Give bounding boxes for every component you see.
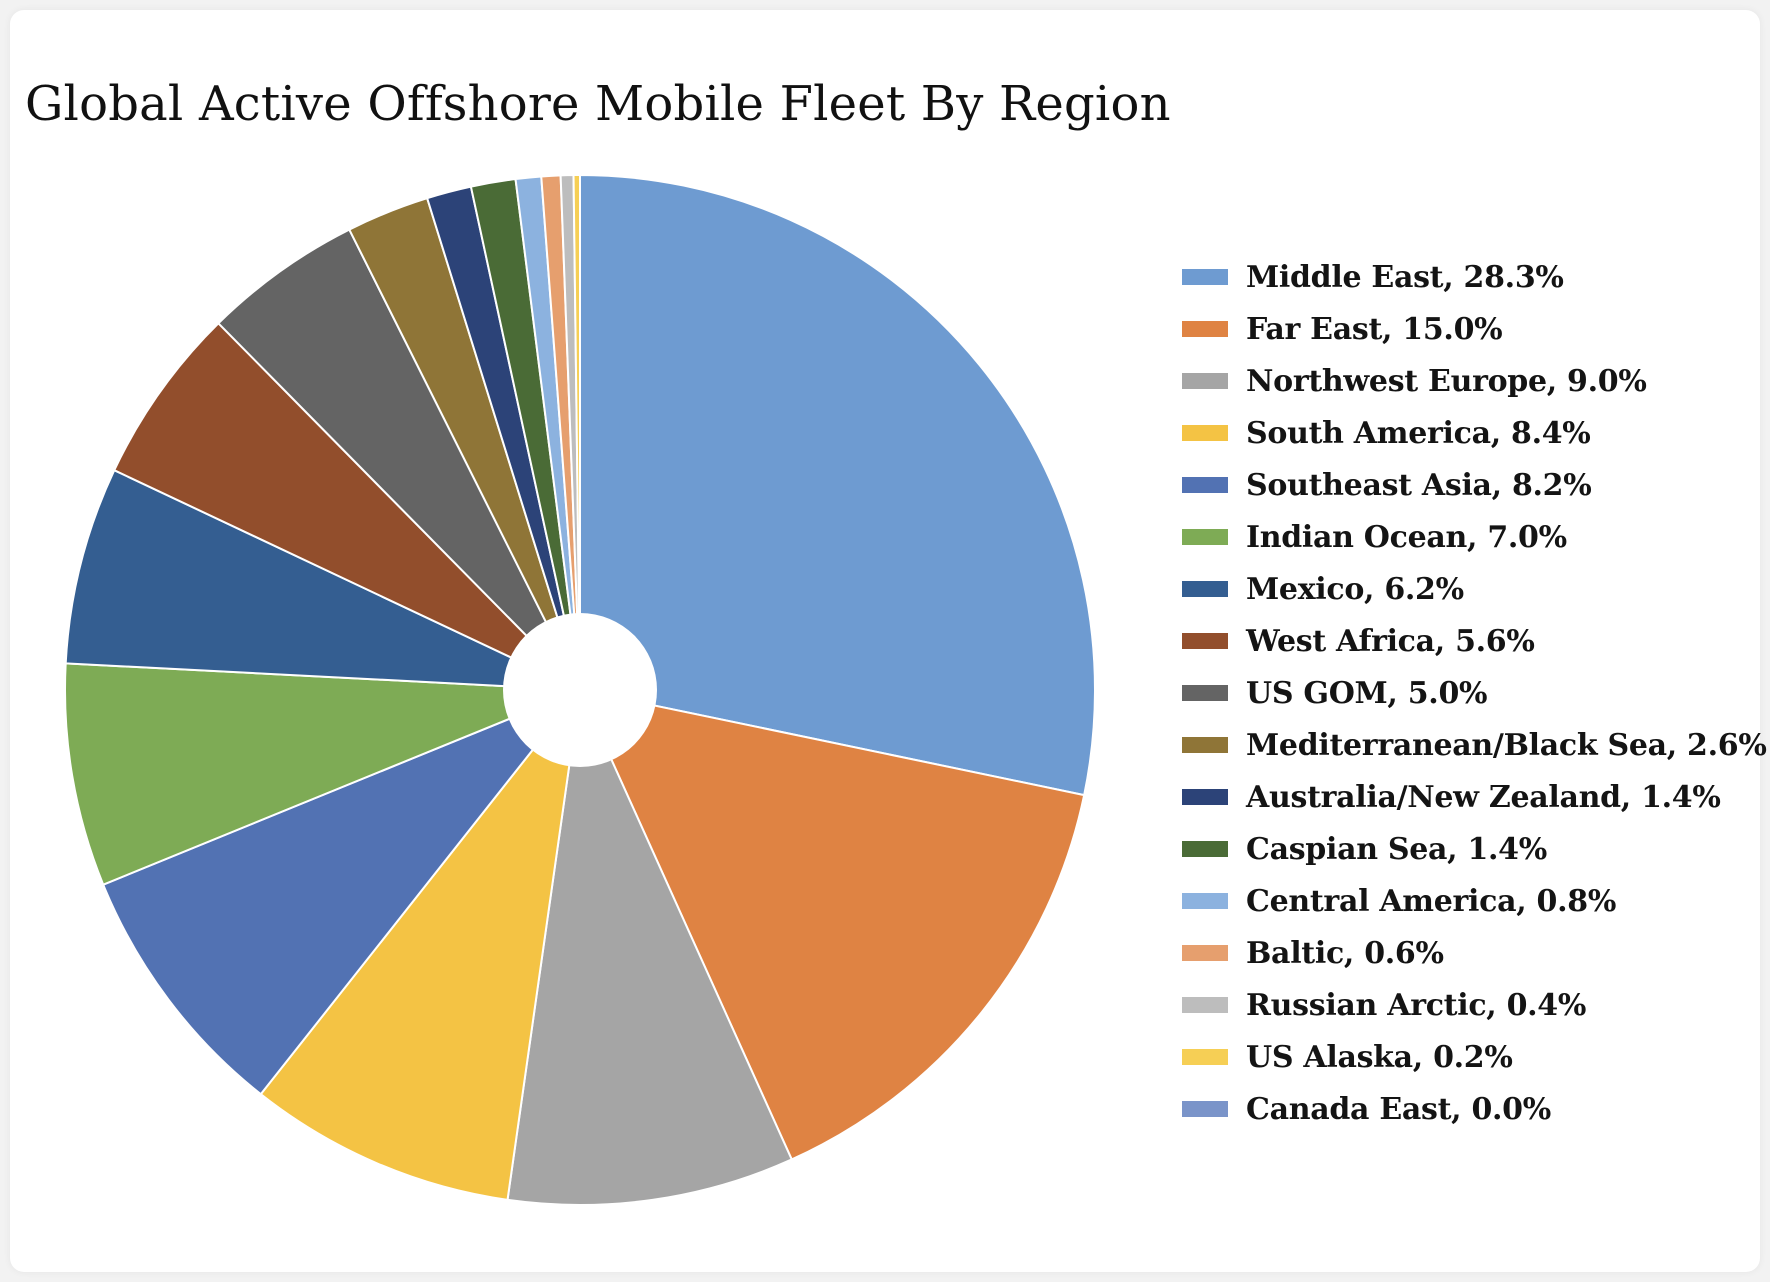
pie-slice-far-east <box>579 689 1086 1161</box>
legend-swatch <box>1182 737 1228 753</box>
legend: Middle East, 28.3% Far East, 15.0% Northwe… <box>1182 251 1767 1135</box>
legend-label: Southeast Asia, 8.2% <box>1246 467 1592 503</box>
legend-swatch <box>1182 789 1228 805</box>
pie-slice-west-africa <box>113 322 581 691</box>
legend-label: Far East, 15.0% <box>1246 311 1503 347</box>
legend-swatch <box>1182 997 1228 1013</box>
chart-title: Global Active Offshore Mobile Fleet By R… <box>25 76 1171 132</box>
pie-slice-us-alaska <box>572 174 581 691</box>
legend-label: Central America, 0.8% <box>1246 883 1617 919</box>
legend-item-us-alaska: US Alaska, 0.2% <box>1182 1031 1767 1083</box>
legend-item-central-america: Central America, 0.8% <box>1182 875 1767 927</box>
legend-item-mexico: Mexico, 6.2% <box>1182 563 1767 615</box>
legend-label: West Africa, 5.6% <box>1246 623 1535 659</box>
legend-label: Middle East, 28.3% <box>1246 259 1564 295</box>
pie-slice-middle-east <box>579 174 1096 797</box>
pie-slice-us-gom <box>217 228 581 691</box>
pie-slice-northwest-europe <box>506 689 793 1206</box>
legend-label: Baltic, 0.6% <box>1246 935 1444 971</box>
legend-item-west-africa: West Africa, 5.6% <box>1182 615 1767 667</box>
legend-item-middle-east: Middle East, 28.3% <box>1182 251 1767 303</box>
legend-swatch <box>1182 893 1228 909</box>
legend-label: Mexico, 6.2% <box>1246 571 1464 607</box>
legend-swatch <box>1182 321 1228 337</box>
legend-item-southeast-asia: Southeast Asia, 8.2% <box>1182 459 1767 511</box>
legend-label: Indian Ocean, 7.0% <box>1246 519 1567 555</box>
legend-label: Caspian Sea, 1.4% <box>1246 831 1547 867</box>
legend-item-south-america: South America, 8.4% <box>1182 407 1767 459</box>
legend-label: Mediterranean/Black Sea, 2.6% <box>1246 727 1767 763</box>
legend-item-russian-arctic: Russian Arctic, 0.4% <box>1182 979 1767 1031</box>
legend-label: US GOM, 5.0% <box>1246 675 1488 711</box>
legend-label: Australia/New Zealand, 1.4% <box>1246 779 1721 815</box>
legend-label: Canada East, 0.0% <box>1246 1091 1551 1127</box>
legend-label: Northwest Europe, 9.0% <box>1246 363 1647 399</box>
legend-swatch <box>1182 1101 1228 1117</box>
pie-slice-south-america <box>259 689 581 1201</box>
legend-swatch <box>1182 581 1228 597</box>
legend-item-australia-new-zealand: Australia/New Zealand, 1.4% <box>1182 771 1767 823</box>
pie-center-hole <box>503 613 657 767</box>
legend-swatch <box>1182 841 1228 857</box>
pie-slice-southeast-asia <box>102 689 581 1096</box>
legend-swatch <box>1182 945 1228 961</box>
legend-swatch <box>1182 1049 1228 1065</box>
legend-swatch <box>1182 633 1228 649</box>
legend-swatch <box>1182 269 1228 285</box>
legend-swatch <box>1182 685 1228 701</box>
legend-label: US Alaska, 0.2% <box>1246 1039 1513 1075</box>
legend-item-caspian-sea: Caspian Sea, 1.4% <box>1182 823 1767 875</box>
legend-swatch <box>1182 477 1228 493</box>
legend-item-canada-east: Canada East, 0.0% <box>1182 1083 1767 1135</box>
legend-swatch <box>1182 373 1228 389</box>
legend-item-mediterranean-black-sea: Mediterranean/Black Sea, 2.6% <box>1182 719 1767 771</box>
legend-label: South America, 8.4% <box>1246 415 1591 451</box>
legend-swatch <box>1182 529 1228 545</box>
legend-item-northwest-europe: Northwest Europe, 9.0% <box>1182 355 1767 407</box>
legend-item-us-gom: US GOM, 5.0% <box>1182 667 1767 719</box>
legend-item-baltic: Baltic, 0.6% <box>1182 927 1767 979</box>
pie-slice-mexico <box>64 469 581 691</box>
legend-item-indian-ocean: Indian Ocean, 7.0% <box>1182 511 1767 563</box>
legend-swatch <box>1182 425 1228 441</box>
pie-slice-indian-ocean <box>64 662 581 886</box>
legend-label: Russian Arctic, 0.4% <box>1246 987 1587 1023</box>
legend-item-far-east: Far East, 15.0% <box>1182 303 1767 355</box>
